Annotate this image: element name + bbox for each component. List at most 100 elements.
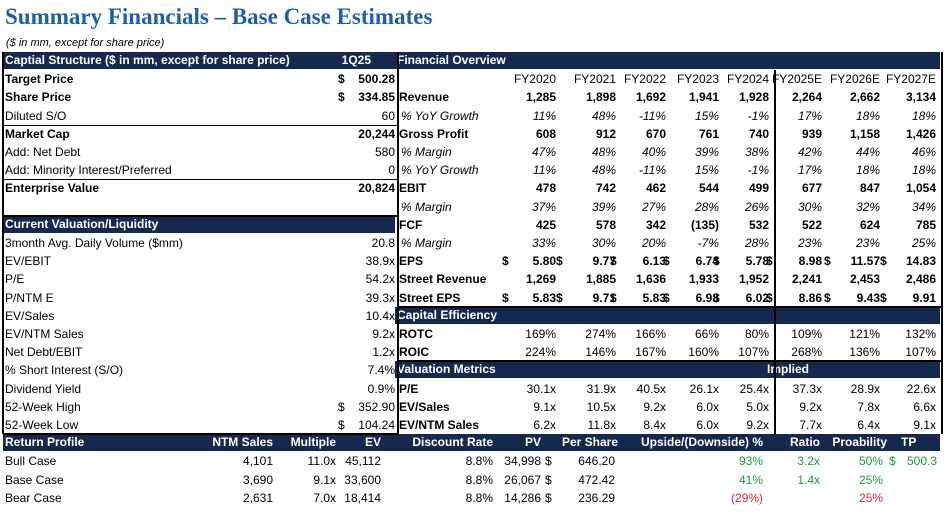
cap-structure-label: Add: Minority Interest/Preferred (5, 163, 172, 177)
valuation-liquidity-row: Dividend Yield 0.9% (3, 380, 940, 398)
valuation-liquidity-label: EV/EBIT (5, 254, 52, 268)
cap-structure-row: Diluted S/O 60 (3, 107, 940, 125)
ntm-sales-value: 3,690 (242, 473, 273, 487)
financial-value: 578 (595, 218, 616, 232)
cap-structure-label: Diluted S/O (5, 109, 67, 123)
financial-value: 462 (645, 181, 666, 195)
financial-value: 48% (591, 145, 616, 159)
financial-value: (135) (690, 218, 719, 232)
ev-top-border (3, 179, 398, 180)
ratio-value: 1.4x (797, 473, 820, 487)
financial-value: 9.43 (856, 291, 880, 305)
financial-row-label: Revenue (399, 90, 450, 104)
valuation-metrics-value: 37.3x (792, 382, 822, 396)
financial-row: Street EPS $5.83 $9.71 $5.83 $6.98 $6.02 $8.86… (3, 289, 940, 307)
financial-value: 48% (591, 109, 616, 123)
capital-efficiency-value: 160% (688, 345, 719, 359)
upside-header: Upside/(Downside) % (640, 435, 763, 449)
upside-value: 41% (738, 473, 763, 487)
valuation-liquidity-label: 52-Week High (5, 400, 81, 414)
financial-row-label: FCF (399, 218, 423, 232)
valuation-metrics-value: 22.6x (906, 382, 936, 396)
valuation-liquidity-label: % Short Interest (S/O) (5, 363, 124, 377)
fiscal-year-header: FY2023 (676, 72, 719, 86)
financial-value: 47% (531, 145, 556, 159)
capital-efficiency-value: 121% (849, 327, 880, 341)
valuation-liquidity-label: 3month Avg. Daily Volume ($mm) (5, 236, 183, 250)
financial-row: % YoY Growth 11% 48% -11% 15% -1% 17% 18% 18% (3, 161, 940, 179)
ev-value: 33,600 (344, 473, 381, 487)
financial-value: 15% (694, 109, 719, 123)
financial-value: 11% (532, 163, 556, 177)
cap-structure-header-period: 1Q25 (341, 53, 371, 67)
financial-value: -11% (638, 109, 666, 123)
tp-value: 500.3 (906, 454, 937, 468)
valuation-liquidity-value: 38.9x (365, 254, 395, 268)
multiple-value: 7.0x (313, 491, 336, 505)
return-profile-header-label: Return Profile (5, 435, 85, 449)
financial-value: 48% (591, 163, 616, 177)
financial-row: Revenue 1,285 1,898 1,692 1,941 1,928 2,264 2,6… (3, 88, 940, 106)
valuation-metrics-value: 25.4x (739, 382, 769, 396)
financial-value: 2,662 (849, 90, 880, 104)
valuation-liquidity-label: EV/Sales (5, 309, 55, 323)
valuation-liquidity-row: 52-Week Low $104.24 (3, 416, 940, 434)
valuation-metrics-row: EV/NTM Sales 6.2x 11.8x 8.4x 6.0x 9.2x 7.7x 6.4… (3, 416, 940, 434)
probability-value: 25% (858, 473, 883, 487)
valuation-metrics-value: 9.1x (913, 418, 936, 432)
financial-value: 39% (591, 200, 616, 214)
financial-value: 1,898 (585, 90, 616, 104)
financial-row-label: % YoY Growth (401, 163, 479, 177)
cap-structure-header: Captial Structure ($ in mm, except for s… (3, 52, 395, 69)
financial-value: 624 (859, 218, 880, 232)
financial-value: 9.71 (592, 291, 616, 305)
financial-value: 499 (748, 181, 769, 195)
return-profile-row: Bull Case 4,101 11.0x 45,112 8.8% 34,998 $646.… (3, 452, 940, 470)
left-border (2, 52, 4, 434)
fiscal-year-header: FY2020 (513, 72, 556, 86)
cap-structure-row: Enterprise Value 20,824 (3, 179, 940, 197)
valuation-liquidity-value: 7.4% (367, 363, 395, 377)
financial-value: 23% (855, 236, 880, 250)
capital-efficiency-value: 109% (791, 327, 822, 341)
cap-structure-value: 20,244 (358, 127, 395, 141)
financial-value: 1,269 (525, 272, 556, 286)
currency-symbol: $ (338, 400, 345, 414)
multiple-value: 11.0x (307, 454, 336, 468)
financial-value: 342 (645, 218, 666, 232)
currency-symbol: $ (824, 291, 831, 305)
valuation-liquidity-header: Current Valuation/Liquidity (3, 216, 395, 233)
financial-value: 1,054 (905, 181, 936, 195)
valuation-bottom-border (3, 433, 398, 435)
financial-row-label: % YoY Growth (401, 109, 479, 123)
ntm-sales-header: NTM Sales (212, 435, 273, 449)
per-share-value: 472.42 (578, 473, 615, 487)
valuation-liquidity-row: EV/Sales 10.4x (3, 307, 940, 325)
capital-efficiency-value: 146% (585, 345, 616, 359)
valuation-liquidity-value: 20.8 (371, 236, 395, 250)
ntm-sales-value: 2,631 (242, 491, 273, 505)
capital-efficiency-value: 274% (585, 327, 616, 341)
valuation-liquidity-value: 104.24 (358, 418, 395, 432)
financial-row: Gross Profit 608 912 670 761 740 939 1,158 1,426 (3, 125, 940, 143)
valuation-liquidity-row: 3month Avg. Daily Volume ($mm) 20.8 (3, 234, 940, 252)
fiscal-years-row: FY2020 FY2021 FY2022 FY2023 FY2024 FY2025E FY2… (3, 70, 940, 88)
middle-border (397, 52, 399, 434)
fiscal-year-header: FY2026E (829, 72, 880, 86)
valuation-liquidity-row: EV/NTM Sales 9.2x (3, 325, 940, 343)
financial-row-label: EBIT (399, 181, 427, 195)
pv-header: PV (524, 435, 541, 449)
financial-value: 18% (855, 163, 880, 177)
financial-value: 17% (797, 109, 822, 123)
valuation-metrics-value: 9.2x (643, 400, 666, 414)
capital-efficiency-value: 107% (738, 345, 769, 359)
valuation-liquidity-label: EV/NTM Sales (5, 327, 84, 341)
fiscal-year-header: FY2022 (623, 72, 666, 86)
valuation-metrics-value: 9.2x (799, 400, 822, 414)
capital-efficiency-value: 66% (694, 327, 719, 341)
currency-symbol: $ (663, 254, 670, 268)
financial-value: 34% (911, 200, 936, 214)
cap-structure-label: Enterprise Value (5, 181, 100, 195)
financial-value: 5.80 (532, 254, 556, 268)
financial-value: 912 (595, 127, 616, 141)
